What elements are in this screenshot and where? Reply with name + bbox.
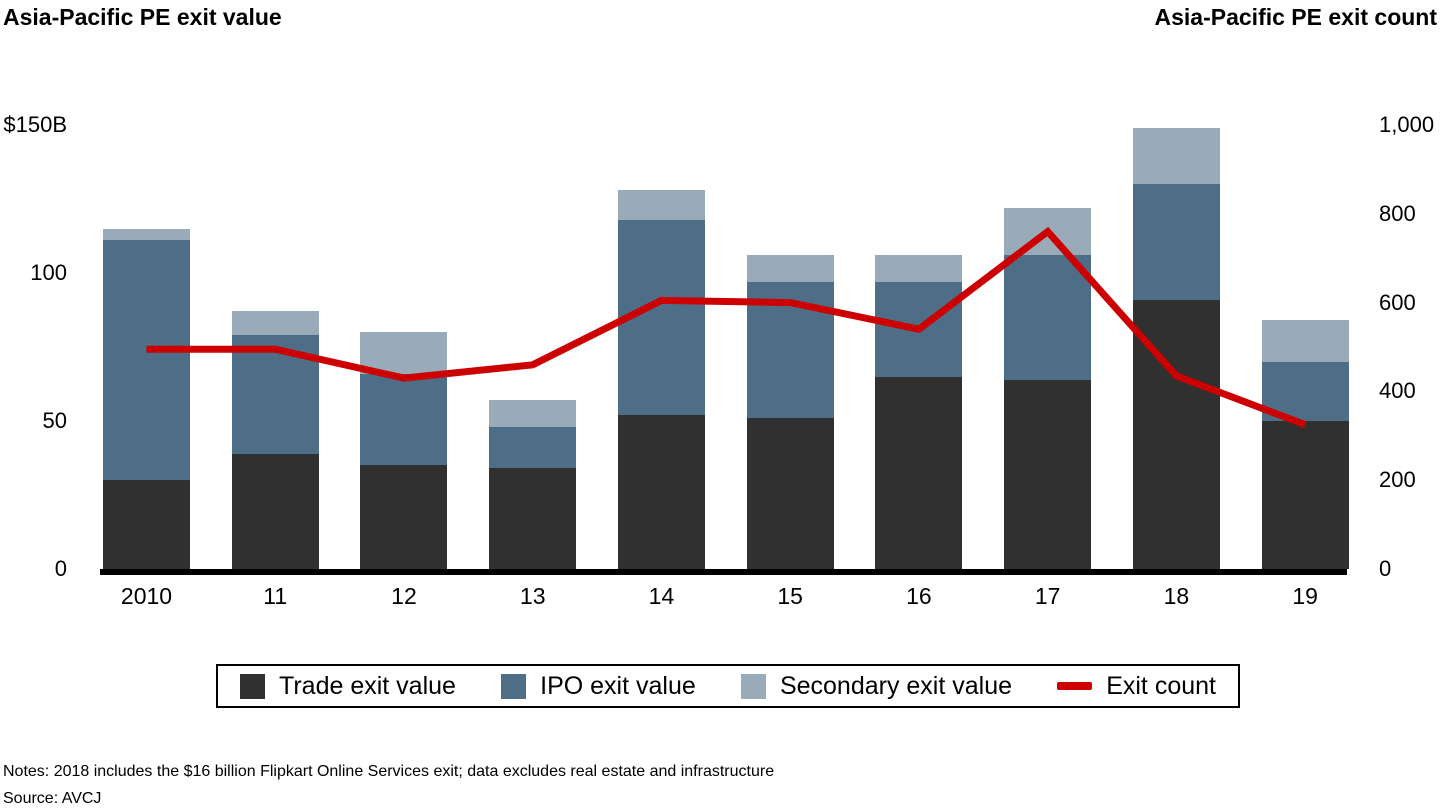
segment-trade-18 <box>1132 299 1220 569</box>
x-axis-label-13: 13 <box>519 583 546 609</box>
right-axis-tick-600: 600 <box>1379 289 1416 315</box>
x-axis-line <box>100 569 1347 575</box>
x-axis-label-12: 12 <box>391 583 417 609</box>
segment-ipo-14 <box>617 219 705 416</box>
trade-swatch-icon <box>240 673 265 699</box>
x-axis-label-18: 18 <box>1163 583 1190 609</box>
right-axis-tick-1000: 1,000 <box>1379 112 1435 137</box>
secondary-swatch-icon <box>740 673 766 699</box>
segment-ipo-11 <box>231 335 319 454</box>
left-axis-tick-50: 50 <box>42 408 67 433</box>
segment-ipo-16 <box>875 281 963 377</box>
segment-secondary-15 <box>746 255 834 282</box>
segment-trade-12 <box>360 465 448 569</box>
bar-11 <box>231 311 319 569</box>
bar-12 <box>360 332 448 569</box>
right-axis-tick-0: 0 <box>1379 556 1392 581</box>
x-axis-label-15: 15 <box>777 583 803 609</box>
segment-trade-13 <box>489 468 577 569</box>
right-axis-tick-800: 800 <box>1379 200 1416 226</box>
legend-label-exit-count: Exit count <box>1106 671 1216 700</box>
notes-text: Notes: 2018 includes the $16 billion Fli… <box>3 763 775 780</box>
legend-label-ipo: IPO exit value <box>540 671 696 700</box>
bar-2010 <box>103 228 190 569</box>
legend-label-trade: Trade exit value <box>279 671 456 700</box>
x-axis-label-16: 16 <box>906 583 932 609</box>
segment-trade-11 <box>231 453 319 569</box>
left-chart-title: Asia-Pacific PE exit value <box>3 4 282 30</box>
segment-secondary-14 <box>617 190 705 220</box>
segment-trade-14 <box>617 415 705 569</box>
segment-secondary-18 <box>1132 127 1220 185</box>
legend-item-secondary: Secondary exit value <box>740 671 1013 700</box>
legend-item-ipo: IPO exit value <box>501 671 696 700</box>
right-chart-title: Asia-Pacific PE exit count <box>1154 4 1437 30</box>
bar-14 <box>617 190 705 569</box>
bar-15 <box>746 255 834 569</box>
right-axis-tick-200: 200 <box>1379 467 1416 493</box>
segment-secondary-12 <box>360 332 448 374</box>
segment-secondary-2010 <box>103 228 190 241</box>
legend-item-trade: Trade exit value <box>240 671 456 700</box>
source-text: Source: AVCJ <box>3 790 102 807</box>
right-axis-tick-400: 400 <box>1379 378 1416 404</box>
bar-16 <box>875 255 963 569</box>
x-axis-label-19: 19 <box>1292 583 1318 609</box>
segment-ipo-17 <box>1004 255 1092 380</box>
x-axis-label-17: 17 <box>1034 583 1061 609</box>
left-axis-tick-150: $150B <box>3 112 67 137</box>
exit-count-line-icon <box>1057 682 1093 690</box>
segment-secondary-11 <box>231 311 319 336</box>
segment-trade-19 <box>1261 420 1349 569</box>
segment-ipo-13 <box>489 426 577 469</box>
segment-trade-16 <box>875 376 963 569</box>
segment-secondary-16 <box>875 255 963 282</box>
bar-17 <box>1004 207 1092 569</box>
x-axis-label-2010: 2010 <box>120 583 173 609</box>
segment-trade-17 <box>1004 379 1092 569</box>
segment-trade-15 <box>746 418 834 569</box>
segment-secondary-17 <box>1004 207 1092 256</box>
left-axis-tick-100: 100 <box>30 260 67 285</box>
legend: Trade exit value IPO exit value Secondar… <box>216 664 1240 708</box>
legend-item-exit-count: Exit count <box>1057 671 1216 700</box>
left-axis-tick-0: 0 <box>54 556 67 581</box>
x-axis-label-14: 14 <box>648 583 675 609</box>
ipo-swatch-icon <box>501 673 527 699</box>
bar-19 <box>1261 320 1349 569</box>
segment-ipo-18 <box>1132 184 1220 300</box>
legend-label-secondary: Secondary exit value <box>779 671 1013 700</box>
segment-secondary-19 <box>1261 320 1349 362</box>
segment-ipo-15 <box>746 281 834 419</box>
exit-count-polyline <box>146 226 1307 428</box>
bar-18 <box>1132 127 1220 569</box>
segment-ipo-2010 <box>103 240 190 481</box>
segment-ipo-12 <box>360 373 448 466</box>
x-axis-label-11: 11 <box>263 583 288 609</box>
segment-secondary-13 <box>489 400 577 427</box>
segment-ipo-19 <box>1261 361 1349 421</box>
segment-trade-2010 <box>103 480 190 569</box>
bar-13 <box>489 400 577 569</box>
